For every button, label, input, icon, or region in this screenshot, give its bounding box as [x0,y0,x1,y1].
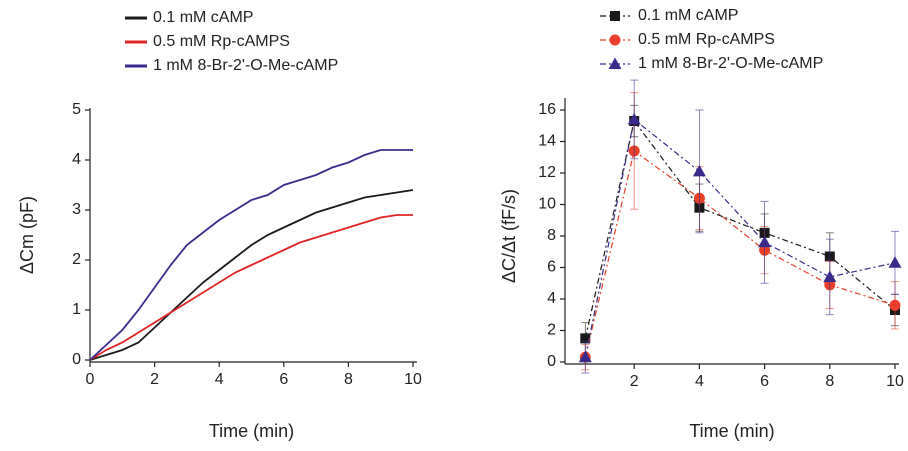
marker [692,164,706,177]
x-tick-label: 6 [279,371,288,388]
marker [580,333,591,344]
x-tick-label: 10 [886,373,904,390]
x-axis-label: Time (min) [689,421,774,441]
y-tick-label: 0 [547,353,556,370]
legend-label: 0.1 mM cAMP [638,7,738,24]
y-tick-label: 0 [72,351,81,368]
marker [578,350,592,363]
marker [823,270,837,282]
x-tick-label: 6 [760,373,769,390]
marker [758,235,772,248]
x-tick-label: 2 [150,371,159,388]
series-line [89,214,413,361]
marker [610,11,620,21]
series-line [584,119,896,339]
y-tick-label: 14 [538,133,556,150]
series-line [89,189,414,361]
y-axis-label: ΔCm (pF) [17,196,37,274]
legend-label: 0.1 mM cAMP [153,9,253,26]
y-tick-label: 12 [538,164,556,181]
y-tick-label: 2 [547,322,556,339]
x-axis-label: Time (min) [209,421,294,441]
marker [608,57,622,69]
legend-label: 0.5 mM Rp-cAMPS [153,33,290,50]
y-tick-label: 6 [547,259,556,276]
y-tick-label: 16 [538,101,556,118]
y-tick-label: 4 [547,290,556,307]
y-tick-label: 4 [72,151,81,168]
y-tick-label: 5 [72,101,81,118]
x-tick-label: 0 [86,371,95,388]
x-tick-label: 8 [344,371,353,388]
marker [888,256,902,268]
x-tick-label: 8 [825,373,834,390]
legend-label: 0.5 mM Rp-cAMPS [638,31,775,48]
marker [627,112,641,125]
x-tick-label: 2 [630,373,639,390]
y-tick-label: 10 [538,196,556,213]
marker [609,34,621,46]
y-tick-label: 1 [72,301,81,318]
y-tick-label: 2 [72,251,81,268]
x-tick-label: 10 [404,371,422,388]
series-line [89,149,413,361]
x-tick-label: 4 [695,373,704,390]
legend-label: 1 mM 8-Br-2'-O-Me-cAMP [153,57,338,74]
y-tick-label: 3 [72,201,81,218]
marker [889,299,901,311]
y-axis-label: ΔC/Δt (fF/s) [499,189,519,283]
y-tick-label: 8 [547,227,556,244]
series-line [584,149,896,358]
legend-label: 1 mM 8-Br-2'-O-Me-cAMP [638,55,823,72]
x-tick-label: 4 [215,371,224,388]
series-line [584,118,896,358]
